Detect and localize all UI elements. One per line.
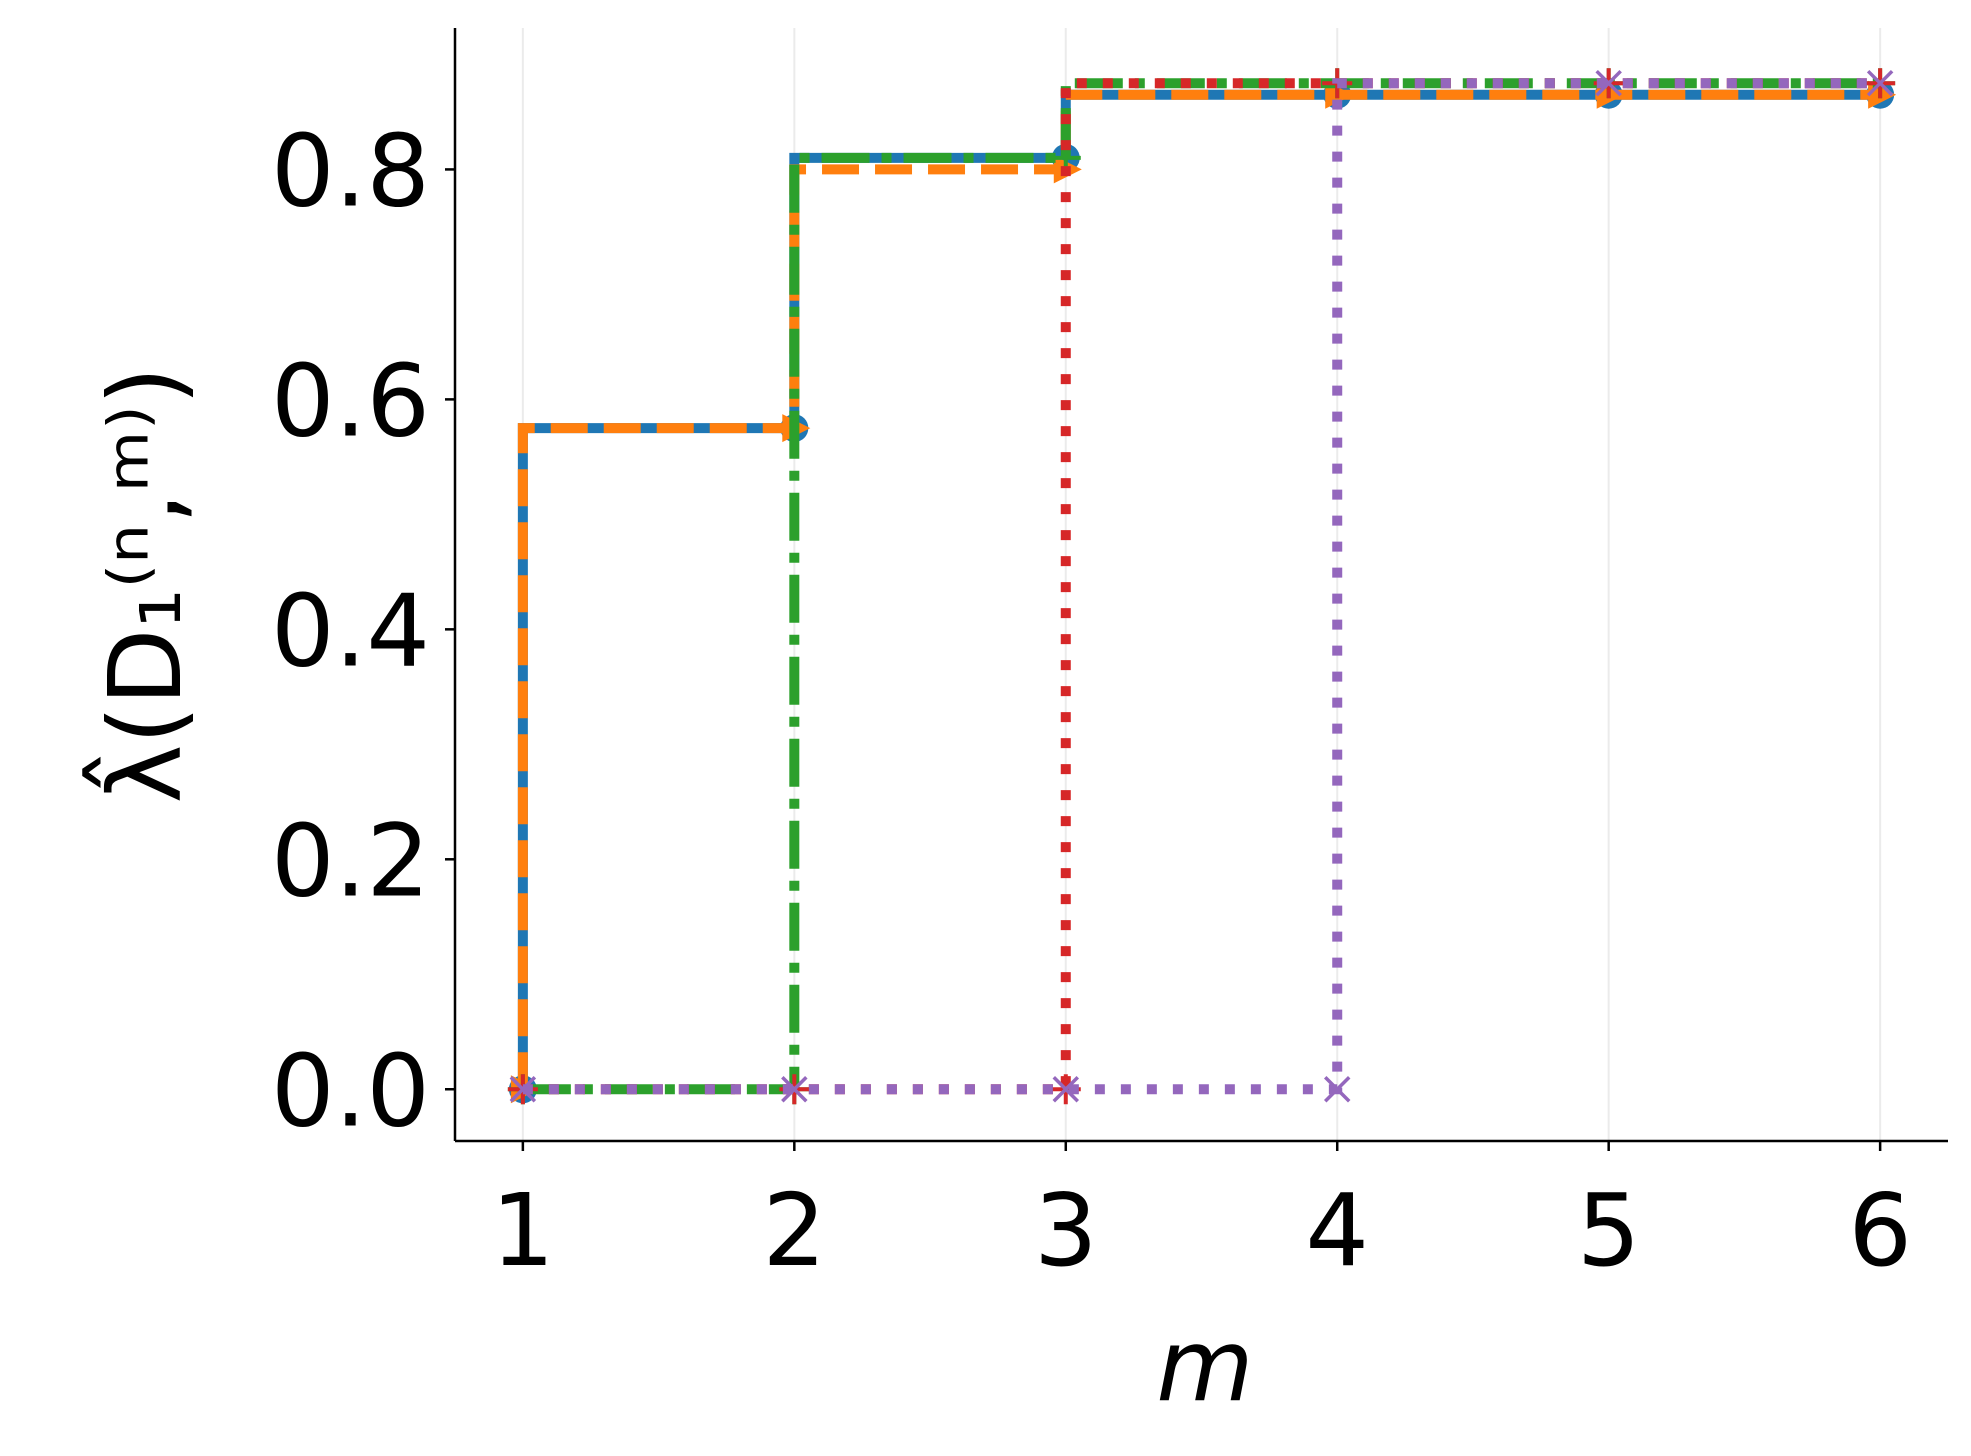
x-tick-label: 6	[1848, 1172, 1912, 1289]
x-axis-label: m	[1156, 1307, 1253, 1424]
x-tick-label: 1	[491, 1172, 555, 1289]
y-tick-label: 0.8	[271, 112, 430, 229]
marker	[781, 1076, 808, 1103]
marker	[509, 1076, 537, 1103]
marker	[1323, 1076, 1351, 1103]
marker	[1866, 69, 1894, 97]
y-tick-label: 0.2	[271, 802, 430, 919]
y-tick-label: 0.4	[271, 572, 430, 689]
step-line	[522, 78, 1881, 1095]
x-tick-label: 5	[1577, 1172, 1641, 1289]
y-tick-label: 0.6	[271, 342, 430, 459]
step-line	[517, 89, 1881, 1090]
step-line	[517, 89, 1881, 1090]
y-tick-label: 0.0	[271, 1032, 430, 1149]
y-axis-label: λ̂(D₁⁽ⁿ,ᵐ⁾)	[81, 366, 204, 803]
marker	[1052, 1076, 1080, 1103]
marker	[1595, 69, 1622, 97]
step-line	[522, 78, 1881, 1095]
step-line	[522, 78, 1881, 1095]
x-tick-label: 3	[1034, 1172, 1098, 1289]
x-tick-label: 4	[1305, 1172, 1369, 1289]
x-tick-label: 2	[763, 1172, 827, 1289]
